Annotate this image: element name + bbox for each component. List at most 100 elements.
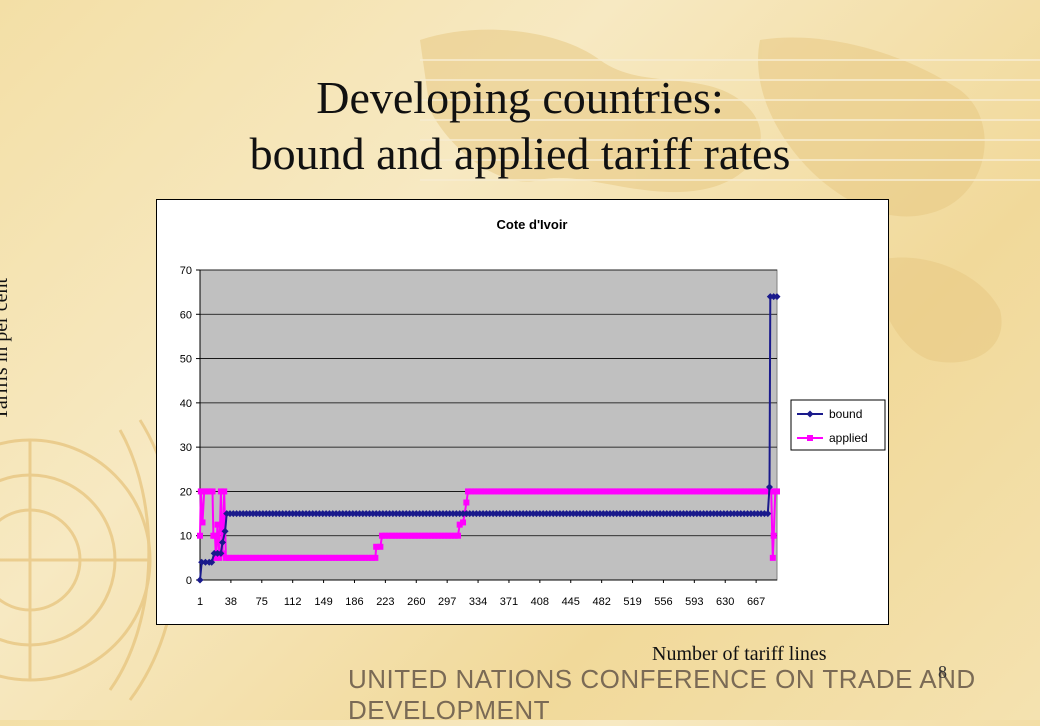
y-tick-label: 10 bbox=[180, 531, 192, 543]
applied-point bbox=[546, 488, 553, 495]
applied-point bbox=[408, 532, 415, 539]
y-axis-caption: Tariffs in per cent bbox=[0, 277, 12, 420]
applied-point bbox=[484, 488, 491, 495]
applied-point bbox=[623, 488, 630, 495]
applied-point bbox=[279, 554, 286, 561]
applied-point bbox=[724, 488, 731, 495]
applied-point bbox=[737, 488, 744, 495]
applied-point bbox=[316, 554, 323, 561]
applied-point bbox=[456, 521, 463, 528]
applied-point bbox=[236, 554, 243, 561]
x-tick-label: 519 bbox=[623, 596, 641, 608]
chart-title: Cote d'Ivoir bbox=[497, 217, 568, 232]
applied-point bbox=[504, 488, 511, 495]
applied-point bbox=[352, 554, 359, 561]
applied-point bbox=[667, 488, 674, 495]
applied-point bbox=[222, 554, 229, 561]
applied-point bbox=[332, 554, 339, 561]
x-tick-label: 556 bbox=[654, 596, 672, 608]
applied-point bbox=[556, 488, 563, 495]
applied-point bbox=[530, 488, 537, 495]
applied-point bbox=[377, 543, 384, 550]
applied-point bbox=[339, 554, 346, 561]
applied-point bbox=[474, 488, 481, 495]
applied-point bbox=[212, 554, 219, 561]
applied-point bbox=[633, 488, 640, 495]
applied-point bbox=[217, 488, 224, 495]
applied-point bbox=[647, 488, 654, 495]
x-axis-caption: Number of tariff lines bbox=[652, 643, 827, 665]
applied-point bbox=[747, 488, 754, 495]
applied-point bbox=[533, 488, 540, 495]
y-tick-label: 50 bbox=[180, 354, 192, 366]
applied-point bbox=[603, 488, 610, 495]
applied-point bbox=[600, 488, 607, 495]
applied-point bbox=[455, 532, 462, 539]
applied-point bbox=[468, 488, 475, 495]
applied-point bbox=[720, 488, 727, 495]
legend-box bbox=[790, 399, 886, 451]
applied-point bbox=[497, 488, 504, 495]
chart-container: Cote d'Ivoir 0 10 20 30 40 50 60 70 1 38 75 112 149 18… bbox=[156, 199, 889, 625]
applied-point bbox=[276, 554, 283, 561]
legend-marker-bound bbox=[806, 410, 814, 418]
applied-point bbox=[590, 488, 597, 495]
legend-label-applied: applied bbox=[829, 431, 868, 445]
applied-point bbox=[769, 554, 776, 561]
applied-point bbox=[214, 521, 221, 528]
applied-point bbox=[617, 488, 624, 495]
x-tick-label: 1 bbox=[197, 596, 203, 608]
x-tick-label: 667 bbox=[747, 596, 765, 608]
applied-point bbox=[751, 488, 758, 495]
applied-point bbox=[405, 532, 412, 539]
bound-point bbox=[765, 483, 773, 491]
applied-point bbox=[435, 532, 442, 539]
applied-point bbox=[650, 488, 657, 495]
applied-point bbox=[481, 488, 488, 495]
applied-point bbox=[335, 554, 342, 561]
applied-point bbox=[510, 488, 517, 495]
applied-point bbox=[448, 532, 455, 539]
applied-point bbox=[583, 488, 590, 495]
applied-point bbox=[770, 532, 777, 539]
x-tick-label: 223 bbox=[376, 596, 394, 608]
applied-point bbox=[289, 554, 296, 561]
applied-point bbox=[540, 488, 547, 495]
applied-point bbox=[296, 554, 303, 561]
applied-point bbox=[471, 488, 478, 495]
applied-point bbox=[643, 488, 650, 495]
applied-point bbox=[299, 554, 306, 561]
applied-point bbox=[523, 488, 530, 495]
applied-point bbox=[306, 554, 313, 561]
applied-point bbox=[365, 554, 372, 561]
applied-point bbox=[345, 554, 352, 561]
bound-point bbox=[196, 576, 204, 584]
x-tick-label: 149 bbox=[314, 596, 332, 608]
applied-point bbox=[570, 488, 577, 495]
bound-point bbox=[221, 527, 229, 535]
x-tick-label: 593 bbox=[685, 596, 703, 608]
applied-point bbox=[309, 554, 316, 561]
applied-point bbox=[232, 554, 239, 561]
x-tick-label: 75 bbox=[256, 596, 268, 608]
applied-point bbox=[355, 554, 362, 561]
applied-point bbox=[221, 488, 228, 495]
applied-point bbox=[463, 499, 470, 506]
x-tick-label: 186 bbox=[345, 596, 363, 608]
applied-point bbox=[292, 554, 299, 561]
applied-point bbox=[494, 488, 501, 495]
x-tick-label: 482 bbox=[592, 596, 610, 608]
applied-point bbox=[362, 554, 369, 561]
applied-point bbox=[717, 488, 724, 495]
applied-point bbox=[441, 532, 448, 539]
x-tick-label: 445 bbox=[562, 596, 580, 608]
plot-area bbox=[199, 269, 778, 581]
applied-point bbox=[580, 488, 587, 495]
applied-point bbox=[460, 519, 467, 526]
applied-point bbox=[507, 488, 514, 495]
applied-point bbox=[730, 488, 737, 495]
applied-point bbox=[212, 532, 219, 539]
applied-point bbox=[388, 532, 395, 539]
applied-point bbox=[734, 488, 741, 495]
applied-point bbox=[586, 488, 593, 495]
